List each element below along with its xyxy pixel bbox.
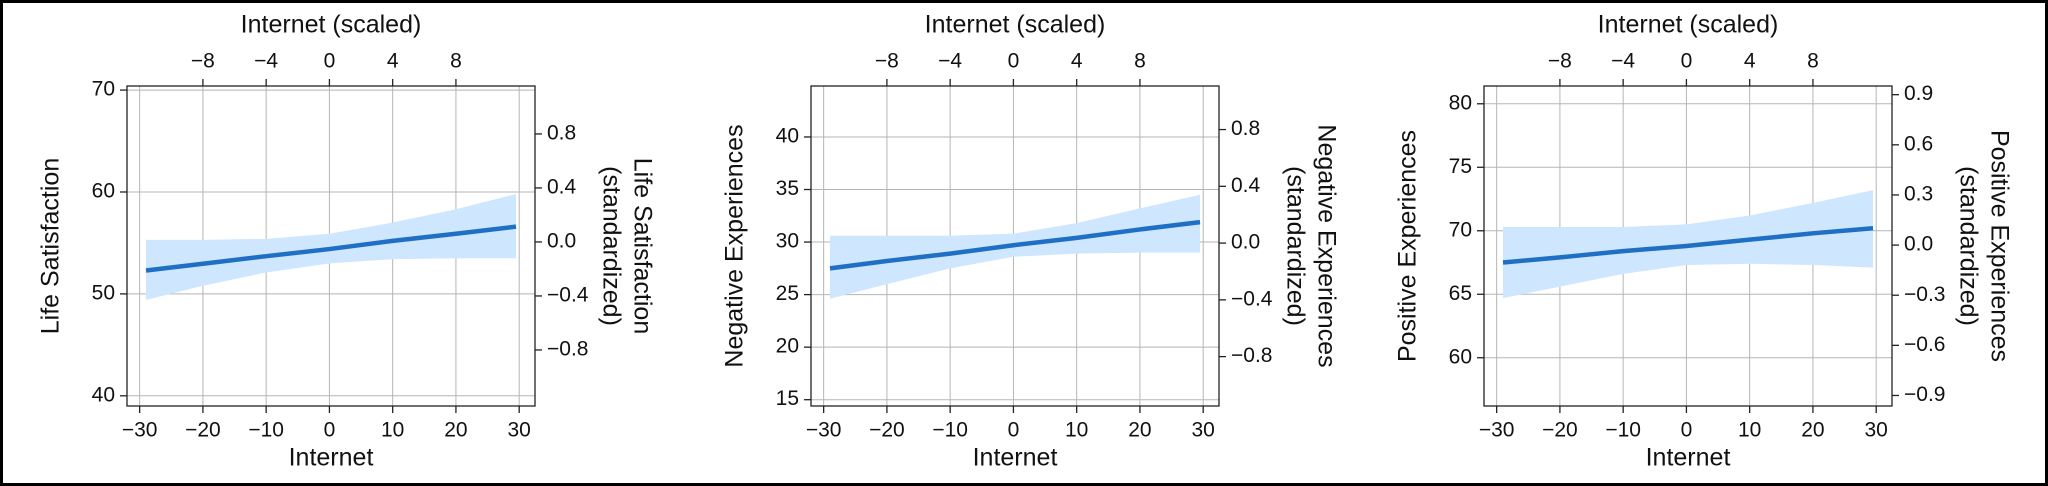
y2-axis-title: (standardized) xyxy=(597,166,625,326)
y2-tick-label: 0.4 xyxy=(1231,174,1261,197)
y2-tick-label: 0.0 xyxy=(547,229,576,252)
y-tick-label: 60 xyxy=(1449,345,1472,368)
y2-tick-label: −0.4 xyxy=(547,284,589,307)
y-tick-label: 75 xyxy=(1449,155,1472,178)
y2-tick-label: 0.0 xyxy=(1904,233,1933,256)
panel: −30 −20 −10 0 10 20 30 Internet −8 −4 0 4 8 Internet … xyxy=(1394,11,2014,472)
x-tick-label: −30 xyxy=(1479,419,1515,442)
y2-tick-label: 0.6 xyxy=(1904,132,1933,155)
y2-tick-label: −0.8 xyxy=(1231,344,1272,367)
x-tick-label: 20 xyxy=(444,419,467,442)
y2-axis-title: (standardized) xyxy=(1954,166,1982,326)
x-tick-label: −10 xyxy=(248,419,284,442)
x2-tick-label: 8 xyxy=(450,50,462,73)
x2-tick-label: 0 xyxy=(1008,50,1020,73)
y-tick-label: 20 xyxy=(776,335,799,358)
x2-tick-label: 0 xyxy=(1681,50,1693,73)
x-tick-label: 20 xyxy=(1128,419,1151,442)
x2-axis-title: Internet (scaled) xyxy=(925,11,1106,39)
x2-tick-label: 8 xyxy=(1807,50,1819,73)
y-tick-label: 65 xyxy=(1449,282,1472,305)
y-tick-label: 40 xyxy=(92,383,115,406)
regression-line xyxy=(829,219,1201,271)
plot-frame xyxy=(126,85,536,407)
y-tick-label: 15 xyxy=(776,387,799,410)
y-tick-label: 35 xyxy=(776,177,799,200)
y2-axis-title: Positive Experiences xyxy=(1985,130,2013,362)
panel: −30 −20 −10 0 10 20 30 Internet −8 −4 0 4 8 Internet … xyxy=(721,11,1341,472)
y2-axis-title: Negative Experiences xyxy=(1312,124,1340,367)
y2-tick-label: 0.4 xyxy=(547,175,577,198)
x-tick-label: 10 xyxy=(1738,419,1761,442)
y2-tick-label: 0.0 xyxy=(1231,231,1260,254)
x2-axis-title: Internet (scaled) xyxy=(1598,11,1779,39)
x2-tick-label: −8 xyxy=(191,50,215,73)
x-tick-label: −20 xyxy=(185,419,221,442)
x-tick-label: 30 xyxy=(1865,419,1888,442)
x2-tick-label: 0 xyxy=(324,50,336,73)
x-tick-label: 0 xyxy=(324,419,336,442)
y2-tick-label: −0.6 xyxy=(1904,333,1945,356)
y2-tick-label: 0.8 xyxy=(547,121,576,144)
panel: −30 −20 −10 0 10 20 30 Internet −8 −4 0 4 8 Internet … xyxy=(37,11,657,472)
x-tick-label: 0 xyxy=(1008,419,1020,442)
x2-axis-title: Internet (scaled) xyxy=(241,11,422,39)
y-axis-title: Negative Experiences xyxy=(721,124,749,367)
x2-tick-label: −4 xyxy=(1611,50,1635,73)
x-tick-label: −30 xyxy=(806,419,842,442)
y2-tick-label: 0.3 xyxy=(1904,182,1933,205)
plot-frame xyxy=(1483,85,1893,407)
x-tick-label: 20 xyxy=(1801,419,1824,442)
y-tick-label: 50 xyxy=(92,281,115,304)
regression-line xyxy=(145,224,517,273)
x2-tick-label: −8 xyxy=(875,50,899,73)
x-tick-label: 10 xyxy=(1065,419,1088,442)
x-axis-title: Internet xyxy=(973,444,1058,472)
x-tick-label: −10 xyxy=(932,419,968,442)
x-tick-label: −20 xyxy=(1542,419,1578,442)
x2-tick-label: −4 xyxy=(254,50,278,73)
y2-tick-label: 0.8 xyxy=(1231,117,1260,140)
x-tick-label: 30 xyxy=(508,419,531,442)
x-tick-label: −30 xyxy=(122,419,158,442)
x-tick-label: 10 xyxy=(381,419,404,442)
y2-axis-title: Life Satisfaction xyxy=(628,158,656,335)
x2-tick-label: −8 xyxy=(1548,50,1572,73)
x-tick-label: 0 xyxy=(1681,419,1693,442)
x2-tick-label: 8 xyxy=(1134,50,1146,73)
y2-tick-label: −0.4 xyxy=(1231,287,1273,310)
x-tick-label: −10 xyxy=(1605,419,1641,442)
y-tick-label: 80 xyxy=(1449,91,1472,114)
y-tick-label: 60 xyxy=(92,180,115,203)
y-tick-label: 30 xyxy=(776,230,799,253)
x-axis-title: Internet xyxy=(289,444,374,472)
y2-tick-label: −0.3 xyxy=(1904,283,1945,306)
y2-axis-title: (standardized) xyxy=(1281,166,1309,326)
y-axis-title: Life Satisfaction xyxy=(37,158,65,335)
y-tick-label: 40 xyxy=(776,125,799,148)
y-tick-label: 25 xyxy=(776,282,799,305)
x2-tick-label: −4 xyxy=(938,50,962,73)
y-axis-title: Positive Experiences xyxy=(1394,130,1422,362)
y2-tick-label: −0.9 xyxy=(1904,383,1945,406)
y2-tick-label: −0.8 xyxy=(547,338,588,361)
x-tick-label: −20 xyxy=(869,419,905,442)
regression-line xyxy=(1502,225,1874,265)
x2-tick-label: 4 xyxy=(1071,50,1083,73)
y2-tick-label: 0.9 xyxy=(1904,82,1933,105)
x2-tick-label: 4 xyxy=(1744,50,1756,73)
x-tick-label: 30 xyxy=(1192,419,1215,442)
x-axis-title: Internet xyxy=(1646,444,1731,472)
y-tick-label: 70 xyxy=(92,78,115,101)
x2-tick-label: 4 xyxy=(387,50,399,73)
plot-frame xyxy=(810,85,1220,407)
y-tick-label: 70 xyxy=(1449,218,1472,241)
